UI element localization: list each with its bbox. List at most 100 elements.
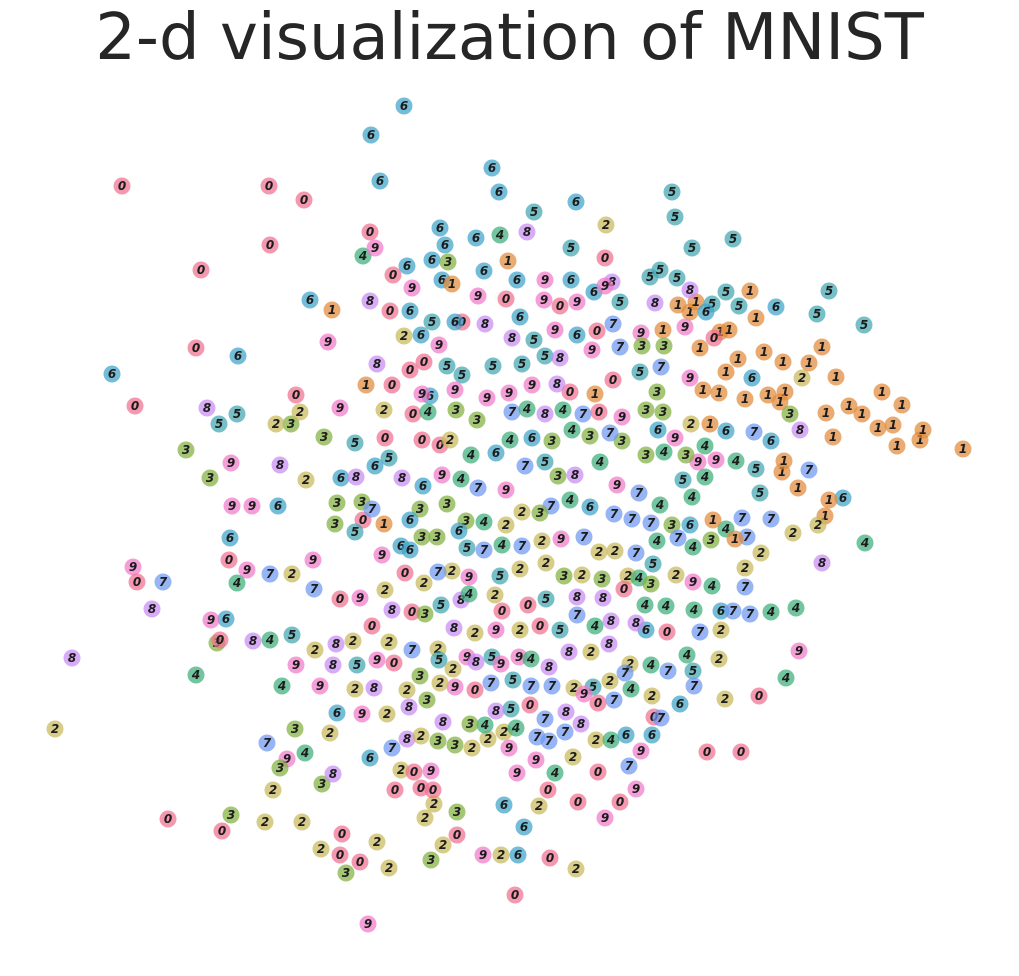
scatter-point: 7 (724, 602, 742, 620)
point-digit-label: 3 (333, 496, 341, 510)
point-digit-label: 4 (659, 445, 668, 459)
point-marker (385, 654, 403, 672)
point-digit-label: 0 (409, 407, 417, 421)
scatter-point: 1 (375, 515, 393, 533)
point-digit-label: 6 (472, 231, 480, 245)
point-digit-label: 8 (492, 704, 500, 718)
scatter-point: 3 (447, 401, 465, 419)
scatter-point: 8 (503, 329, 521, 347)
scatter-point: 3 (468, 411, 486, 429)
point-digit-label: 3 (560, 569, 568, 583)
point-marker (297, 471, 315, 489)
point-digit-label: 0 (703, 745, 711, 759)
scatter-point: 8 (536, 405, 554, 423)
point-marker (283, 626, 301, 644)
point-marker (269, 497, 287, 515)
scatter-point: 1 (741, 282, 759, 300)
point-marker (396, 564, 414, 582)
point-digit-label: 2 (385, 635, 393, 649)
point-marker (323, 301, 341, 319)
point-digit-label: 0 (381, 431, 389, 445)
point-digit-label: 7 (616, 340, 625, 354)
scatter-point: 6 (743, 369, 761, 387)
point-marker (703, 577, 721, 595)
point-digit-label: 2 (302, 473, 310, 487)
point-digit-label: 9 (505, 386, 513, 400)
point-digit-label: 2 (385, 861, 393, 875)
scatter-point: 9 (238, 561, 256, 579)
point-marker (223, 497, 241, 515)
point-digit-label: 6 (772, 300, 780, 314)
point-marker (346, 523, 364, 541)
point-marker (210, 415, 228, 433)
point-marker (159, 810, 177, 828)
point-marker (468, 411, 486, 429)
scatter-point: 4 (460, 585, 478, 603)
point-digit-label: 5 (288, 628, 296, 642)
scatter-point: 3 (328, 494, 346, 512)
point-marker (401, 302, 419, 320)
point-marker (443, 562, 461, 580)
point-digit-label: 7 (541, 712, 550, 726)
point-marker (608, 476, 626, 494)
point-marker (523, 376, 541, 394)
point-marker (605, 691, 623, 709)
scatter-point: 3 (337, 864, 355, 882)
point-digit-label: 5 (668, 185, 676, 199)
scatter-point: 0 (261, 236, 279, 254)
point-digit-label: 7 (609, 317, 618, 331)
scatter-point: 8 (324, 656, 342, 674)
point-digit-label: 4 (497, 538, 506, 552)
point-digit-label: 2 (535, 799, 543, 813)
point-digit-label: 4 (634, 571, 643, 585)
scatter-point: 6 (617, 726, 635, 744)
point-marker (128, 573, 146, 591)
scatter-point: 0 (126, 397, 144, 415)
scatter-point: 2 (736, 559, 754, 577)
point-digit-label: 0 (218, 824, 226, 838)
point-marker (502, 700, 520, 718)
point-digit-label: 3 (653, 385, 661, 399)
scatter-point: 8 (791, 421, 809, 439)
point-digit-label: 5 (443, 359, 451, 373)
point-marker (552, 530, 570, 548)
point-digit-label: 4 (300, 746, 309, 760)
point-marker (375, 515, 393, 533)
point-marker (809, 516, 827, 534)
point-digit-label: 6 (528, 431, 536, 445)
point-digit-label: 8 (481, 317, 489, 331)
point-digit-label: 6 (438, 273, 446, 287)
point-digit-label: 4 (731, 454, 740, 468)
scatter-point: 1 (774, 353, 792, 371)
point-marker (575, 528, 593, 546)
scatter-point: 7 (745, 423, 763, 441)
scatter-point: 4 (501, 431, 519, 449)
scatter-point: 7 (620, 757, 638, 775)
point-digit-label: 3 (206, 471, 214, 485)
scatter-point: 0 (159, 810, 177, 828)
point-marker (446, 313, 464, 331)
point-digit-label: 5 (813, 307, 821, 321)
scatter-point: 2 (416, 809, 434, 827)
scatter-point: 4 (591, 453, 609, 471)
point-marker (791, 421, 809, 439)
point-marker (380, 859, 398, 877)
point-marker (513, 355, 531, 373)
point-marker (243, 497, 261, 515)
point-digit-label: 1 (818, 340, 826, 354)
point-digit-label: 4 (766, 605, 775, 619)
point-marker (434, 836, 452, 854)
point-digit-label: 4 (191, 668, 200, 682)
point-digit-label: 9 (435, 338, 443, 352)
point-marker (729, 350, 747, 368)
scatter-point: 4 (657, 597, 675, 615)
point-marker (357, 376, 375, 394)
point-marker (712, 621, 730, 639)
point-digit-label: 1 (591, 387, 599, 401)
point-marker (684, 538, 702, 556)
point-digit-label: 0 (526, 698, 534, 712)
point-marker (381, 302, 399, 320)
point-marker (222, 806, 240, 824)
point-digit-label: 1 (822, 406, 830, 420)
point-marker (291, 403, 309, 421)
